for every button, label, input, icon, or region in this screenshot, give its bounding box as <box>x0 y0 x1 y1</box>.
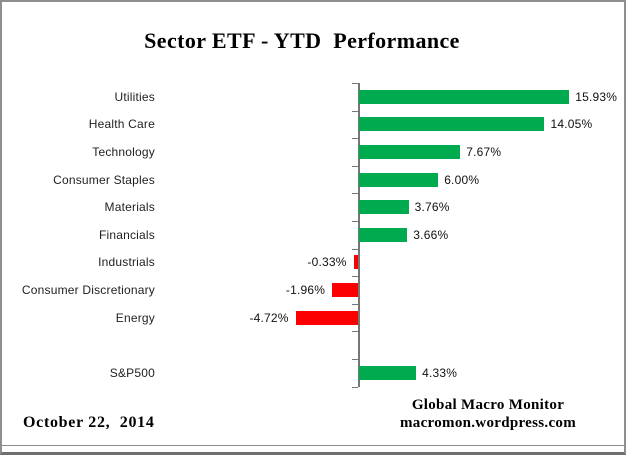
axis-tick <box>352 303 358 305</box>
value-label-consumer-staples: 6.00% <box>444 172 480 187</box>
bar-utilities <box>359 89 570 104</box>
category-label-energy: Energy <box>115 310 155 325</box>
footer-date: October 22, 2014 <box>23 414 155 431</box>
bar-technology <box>359 145 461 159</box>
bar-consumer-staples <box>359 172 439 187</box>
category-label-technology: Technology <box>92 145 155 159</box>
category-label-s-p500: S&P500 <box>109 365 155 380</box>
category-label-consumer-discretionary: Consumer Discretionary <box>21 283 155 297</box>
axis-tick <box>352 110 358 112</box>
axis-tick <box>352 165 358 167</box>
axis-tick <box>352 386 358 388</box>
bar-consumer-discretionary <box>332 283 358 297</box>
value-label-energy: -4.72% <box>249 310 289 325</box>
attribution-line2: macromon.wordpress.com <box>399 414 577 431</box>
attribution-line1: Global Macro Monitor <box>411 397 565 413</box>
value-label-consumer-discretionary: -1.96% <box>285 283 326 297</box>
bar-financials <box>359 227 408 242</box>
value-label-industrials: -0.33% <box>307 255 347 270</box>
bar-industrials <box>353 255 358 270</box>
category-axis <box>358 83 360 387</box>
axis-tick <box>352 276 358 278</box>
chart-title: Sector ETF - YTD Performance <box>144 28 460 53</box>
attribution: Global Macro Monitor macromon.wordpress.… <box>378 397 598 432</box>
bar-s-p500 <box>359 365 417 380</box>
axis-tick <box>352 331 358 333</box>
value-label-materials: 3.76% <box>414 200 450 215</box>
category-label-health-care: Health Care <box>88 117 155 132</box>
bar-health-care <box>359 117 545 132</box>
category-label-financials: Financials <box>98 227 155 242</box>
value-label-s-p500: 4.33% <box>422 365 458 380</box>
value-label-utilities: 15.93% <box>575 89 618 104</box>
axis-tick <box>352 138 358 140</box>
value-label-health-care: 14.05% <box>550 117 593 132</box>
category-label-consumer-staples: Consumer Staples <box>53 172 155 187</box>
bottom-divider <box>2 445 624 446</box>
value-label-technology: 7.67% <box>466 145 502 159</box>
axis-tick <box>352 83 358 84</box>
axis-tick <box>352 221 358 222</box>
value-label-financials: 3.66% <box>413 227 449 242</box>
category-label-utilities: Utilities <box>114 89 155 104</box>
category-label-industrials: Industrials <box>98 255 155 270</box>
bar-energy <box>295 310 358 325</box>
axis-tick <box>352 359 358 360</box>
axis-tick <box>352 193 358 195</box>
bar-materials <box>359 200 409 215</box>
axis-tick <box>352 248 358 250</box>
category-label-materials: Materials <box>104 200 155 215</box>
